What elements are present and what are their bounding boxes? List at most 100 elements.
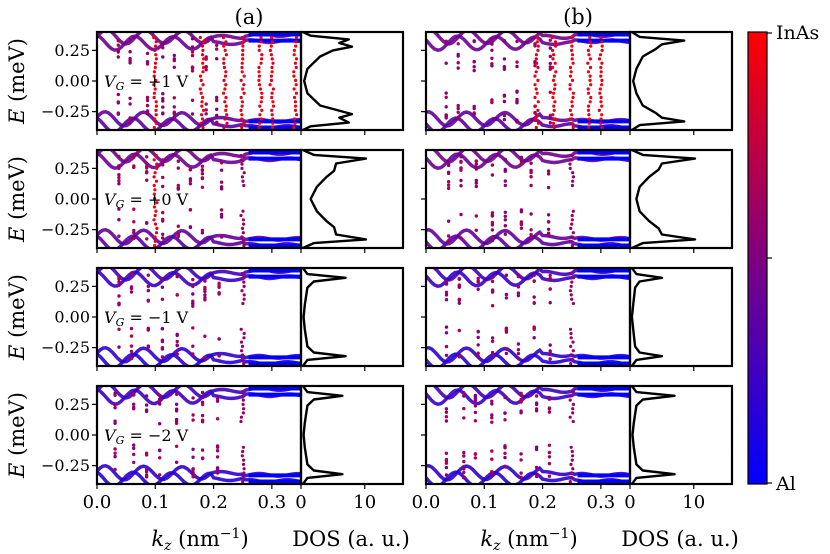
band-point [446,183,451,187]
band-point [462,467,466,471]
surface-state-point [571,209,575,213]
band-point [504,351,509,356]
surface-state-point [199,91,203,95]
band-point [160,338,165,342]
surface-state-point [534,125,538,130]
surface-state-point [152,125,156,130]
band-point [215,471,220,475]
surface-state-point [240,104,244,108]
band-point [529,228,533,232]
surface-state-point [257,70,261,74]
band-point [191,304,195,308]
surface-state-point [600,61,604,65]
surface-state-point [240,61,244,65]
surface-state-point [586,104,591,108]
surface-state-point [551,95,555,100]
surface-state-point [240,35,244,40]
bands-xlabel-a: kz (nm−1) [151,526,248,554]
bands-frame [424,266,632,368]
band-point [158,393,162,398]
band-point [191,352,195,356]
dos-x-tick-label: 0 [295,492,306,513]
surface-state-point [242,293,246,297]
band-point [145,103,150,108]
surface-state-point [587,53,591,57]
band-point [503,169,507,173]
surface-state-point [154,44,158,48]
surface-state-point [202,108,206,112]
surface-state-point [153,48,157,53]
band-point [176,166,180,170]
band-point [117,173,121,177]
surface-state-point [239,153,243,158]
band-point [175,293,179,297]
band-point [529,161,533,165]
surface-state-point [153,235,157,239]
band-point [446,186,451,191]
surface-state-point [570,297,574,301]
bands-frame [424,148,632,250]
band-point [128,96,132,101]
band-point [117,283,121,287]
surface-state-point [260,57,264,61]
band-point [503,418,507,422]
dos-frame [299,30,405,132]
surface-state-point [535,113,539,117]
panel-b-row-4: 0.0 0.1 0.2 0.3 0 10 [412,384,734,513]
surface-state-point [571,125,575,130]
band-point [502,39,507,43]
band-point [158,422,162,426]
surface-state-point [536,44,540,48]
band-point [132,207,136,211]
band-point [476,276,480,281]
surface-state-point [597,108,601,112]
surface-state-point [152,74,156,78]
band-point [462,470,466,475]
band-point [144,408,149,412]
surface-state-point [568,398,572,402]
y-tick-label: −0.25 [41,220,90,239]
band-point [457,284,461,289]
surface-state-point [599,100,603,104]
surface-state-point [155,226,159,230]
surface-state-point [153,213,157,218]
surface-state-point [570,458,574,462]
band-point [176,186,180,190]
surface-state-point [153,87,157,91]
band-point [490,350,495,355]
surface-state-point [239,95,243,100]
band-point [116,43,121,47]
surface-state-point [200,117,205,121]
band-point [215,95,219,100]
surface-state-point [241,44,245,48]
band-point [490,470,494,474]
surface-state-point [240,353,245,357]
band-point [172,96,176,100]
surface-state-point [154,53,158,57]
surface-state-point [294,65,298,70]
surface-state-point [154,113,158,117]
band-point [190,37,195,41]
band-point [200,185,205,189]
band-point [174,419,179,423]
band-point [160,278,165,282]
surface-state-point [292,70,296,74]
band-point [161,232,165,236]
gate-voltage-label: VG = −2 V [104,426,189,447]
band-point [444,415,449,419]
band-point [490,56,494,60]
band-point [113,419,117,423]
surface-state-point [571,402,576,406]
surface-state-point [224,95,228,100]
surface-state-point [552,108,556,112]
panel-b-row-3 [421,266,734,371]
dos-frame [628,148,734,250]
band-point [113,447,117,451]
surface-state-point [586,91,591,95]
band-point [161,46,165,50]
band-point [191,447,195,451]
band-curves [426,386,630,484]
dos-frame [628,30,734,132]
band-point [144,394,149,398]
surface-state-point [153,196,157,200]
